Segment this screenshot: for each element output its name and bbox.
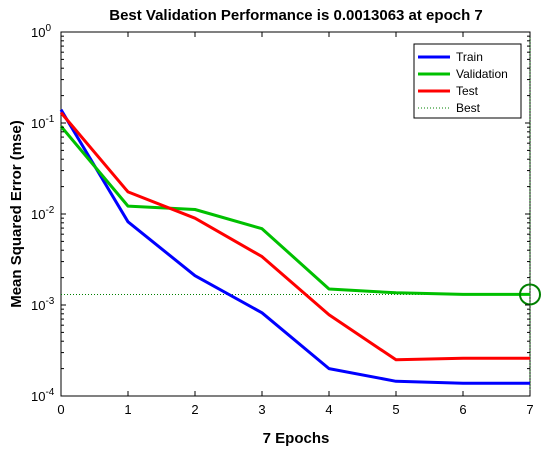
- series-layer: [59, 108, 541, 385]
- x-tick-label: 3: [258, 402, 265, 417]
- legend-label-train: Train: [456, 50, 483, 64]
- x-tick-label: 7: [526, 402, 533, 417]
- y-tick-exponent: -4: [45, 387, 54, 398]
- x-tick-label: 5: [392, 402, 399, 417]
- y-tick-label: 10-4: [31, 387, 55, 404]
- x-tick-label: 1: [124, 402, 131, 417]
- y-tick-label: 10-3: [31, 296, 55, 313]
- x-tick-label: 6: [459, 402, 466, 417]
- series-line-train: [59, 108, 530, 385]
- y-tick-base: 10: [31, 298, 45, 313]
- y-axis-label: Mean Squared Error (mse): [8, 120, 25, 308]
- series-line-validation: [59, 125, 530, 296]
- y-tick-base: 10: [31, 389, 45, 404]
- y-tick-label: 10-2: [31, 205, 55, 222]
- y-tick-base: 10: [31, 116, 45, 131]
- legend-label-best: Best: [456, 101, 481, 115]
- chart-title: Best Validation Performance is 0.0013063…: [109, 7, 483, 24]
- legend-label-test: Test: [456, 84, 479, 98]
- legend: Train Validation Test Best: [413, 43, 522, 119]
- y-tick-base: 10: [31, 25, 45, 40]
- y-tick-exponent: -2: [45, 205, 54, 216]
- y-tick-exponent: -3: [45, 296, 54, 307]
- x-tick-label: 2: [191, 402, 198, 417]
- series-line-test: [59, 111, 530, 362]
- y-tick-label: 10-1: [31, 114, 55, 131]
- best-marker: [519, 283, 541, 306]
- x-tick-label: 0: [57, 402, 64, 417]
- x-axis-label: 7 Epochs: [263, 430, 330, 447]
- y-tick-base: 10: [31, 207, 45, 222]
- y-tick-exponent: -1: [45, 114, 54, 125]
- y-tick-exponent: 0: [45, 23, 51, 34]
- y-tick-label: 100: [31, 23, 51, 40]
- legend-label-validation: Validation: [456, 67, 508, 81]
- x-tick-label: 4: [325, 402, 332, 417]
